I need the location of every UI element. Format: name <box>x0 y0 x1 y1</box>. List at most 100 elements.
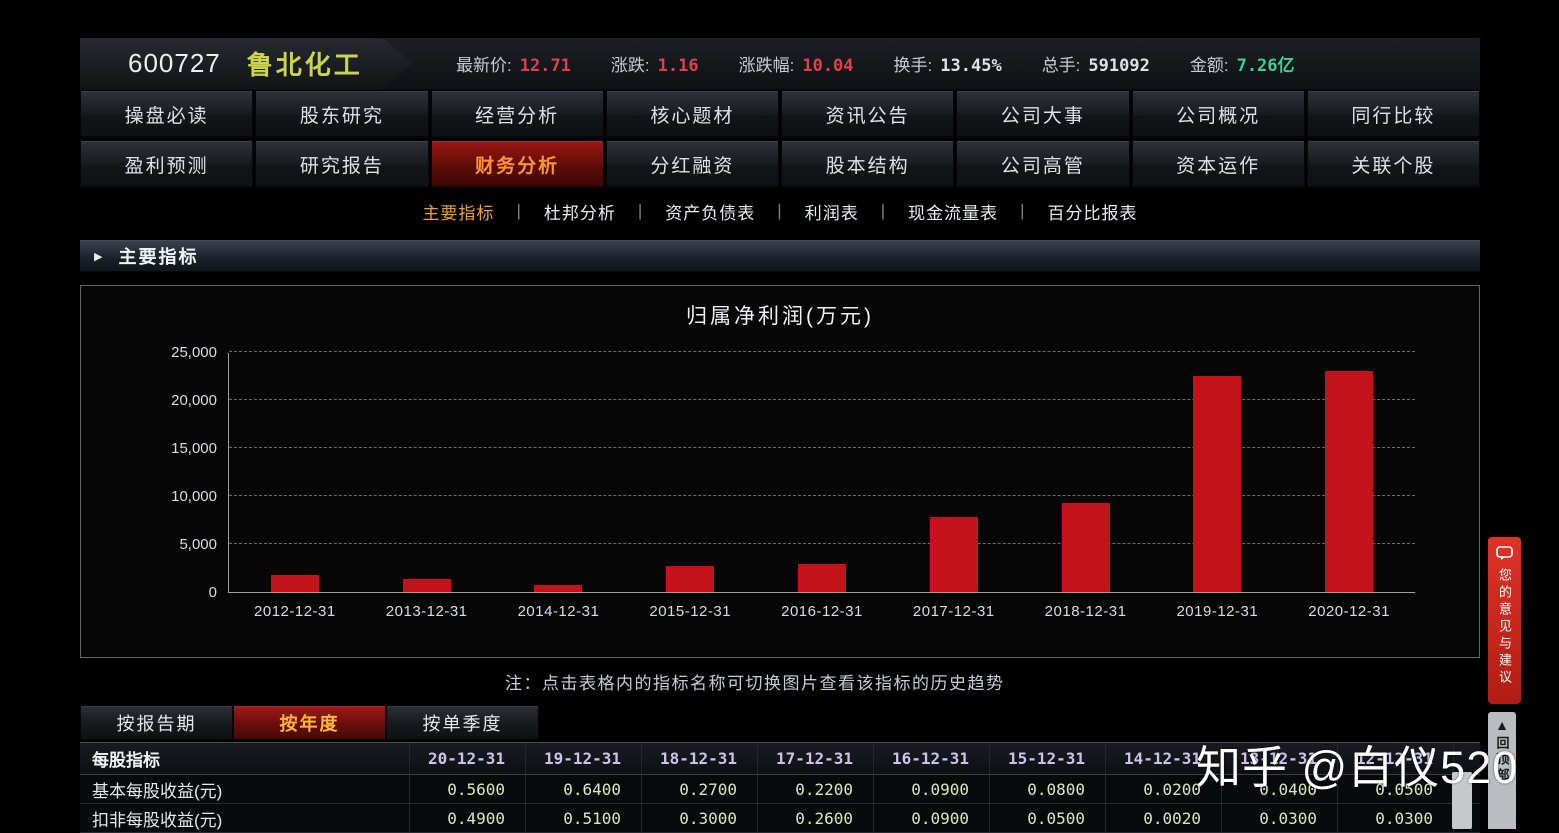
bar-cell: 2015-12-31 <box>624 353 756 620</box>
menu-item[interactable]: 分红融资 <box>605 140 779 188</box>
menu-item[interactable]: 关联个股 <box>1306 140 1480 188</box>
cell-value: 0.2200 <box>758 775 874 803</box>
quote-field: 最新价: 12.71 <box>456 51 571 76</box>
submenu-item[interactable]: 主要指标 <box>422 203 495 223</box>
separator: | <box>516 201 522 220</box>
quote-label: 总手: <box>1041 56 1081 75</box>
submenu-item[interactable]: 杜邦分析 <box>543 203 616 223</box>
bar <box>270 574 319 592</box>
cell-value: 0.0200 <box>1106 775 1222 803</box>
x-tick-label: 2013-12-31 <box>385 603 468 620</box>
separator: | <box>1020 201 1026 220</box>
x-tick-label: 2019-12-31 <box>1176 603 1259 620</box>
column-header: 20-12-31 <box>410 743 526 774</box>
cell-value: 0.0500 <box>990 804 1106 832</box>
cell-value: 0.0300 <box>1222 804 1338 832</box>
cell-value: 0.5600 <box>410 775 526 803</box>
quote-field: 金额: 7.26亿 <box>1190 51 1295 76</box>
bar-cell: 2013-12-31 <box>361 353 493 620</box>
y-tick-label: 5,000 <box>179 536 217 553</box>
column-header: 13-12-31 <box>1222 743 1338 774</box>
menu-item[interactable]: 经营分析 <box>430 90 604 138</box>
menu-item[interactable]: 盈利预测 <box>80 140 254 188</box>
period-tab[interactable]: 按单季度 <box>386 705 539 740</box>
quote-value: 10.04 <box>802 56 854 76</box>
menu-item[interactable]: 财务分析 <box>430 140 604 188</box>
table-header-label: 每股指标 <box>80 743 410 774</box>
chart-title: 归属净利润(万元) <box>686 305 874 328</box>
back-to-top-button[interactable]: ▲ 回顶部 <box>1488 712 1516 829</box>
period-tab[interactable]: 按报告期 <box>80 705 233 740</box>
menu-item[interactable]: 股东研究 <box>255 90 429 138</box>
quote-label: 金额: <box>1189 56 1229 75</box>
x-tick-label: 2018-12-31 <box>1044 603 1127 620</box>
quote-value: 7.26亿 <box>1236 56 1295 76</box>
menu-item[interactable]: 股本结构 <box>781 140 955 188</box>
y-tick-label: 0 <box>208 584 217 601</box>
row-label[interactable]: 扣非每股收益(元) <box>80 804 410 832</box>
period-tab[interactable]: 按年度 <box>233 705 386 740</box>
menu-item[interactable]: 资本运作 <box>1131 140 1305 188</box>
bar <box>1325 371 1374 592</box>
bar-cell: 2020-12-31 <box>1283 353 1415 620</box>
bar <box>1061 502 1110 592</box>
collapse-triangle-icon[interactable]: ▶ <box>94 250 103 263</box>
cell-value: 0.5100 <box>526 804 642 832</box>
x-tick-label: 2012-12-31 <box>254 603 336 620</box>
column-header: 16-12-31 <box>874 743 990 774</box>
quote-label: 换手: <box>893 56 933 75</box>
stock-code: 600727 <box>128 48 221 78</box>
section-header: ▶ 主要指标 <box>80 240 1480 272</box>
column-header: 17-12-31 <box>758 743 874 774</box>
up-arrow-icon: ▲ <box>1495 717 1509 733</box>
menu-item[interactable]: 核心题材 <box>605 90 779 138</box>
submenu-item[interactable]: 现金流量表 <box>908 203 999 223</box>
quote-fields: 最新价: 12.71 涨跌: 1.16 涨跌幅: 10.04 换手: 13.45% 总手: 591… <box>412 51 1295 76</box>
menu-item[interactable]: 公司概况 <box>1131 90 1305 138</box>
bar-cell: 2012-12-31 <box>229 353 361 620</box>
row-label[interactable]: 基本每股收益(元) <box>80 775 410 803</box>
table-row: 扣非每股收益(元) 0.4900 0.5100 0.3000 0.2600 0.0900 0… <box>80 804 1480 833</box>
feedback-banner[interactable]: 您的意见与建议 <box>1488 537 1521 704</box>
quote-field: 涨跌: 1.16 <box>611 51 699 76</box>
quote-label: 最新价: <box>456 56 512 75</box>
chart-panel: 归属净利润(万元) 0 5,000 10,000 15,000 20,000 25,000… <box>80 285 1480 658</box>
cell-value: 0.6400 <box>526 775 642 803</box>
column-header: 18-12-31 <box>642 743 758 774</box>
menu-item[interactable]: 公司大事 <box>956 90 1130 138</box>
submenu-item[interactable]: 资产负债表 <box>665 203 756 223</box>
y-tick-label: 25,000 <box>171 344 217 361</box>
menu-item[interactable]: 研究报告 <box>255 140 429 188</box>
quote-field: 涨跌幅: 10.04 <box>739 51 854 76</box>
column-header: 15-12-31 <box>990 743 1106 774</box>
plot-area: 0 5,000 10,000 15,000 20,000 25,000 2012-12-31… <box>171 344 1415 620</box>
cell-value: 0.0900 <box>874 804 990 832</box>
column-header: 19-12-31 <box>526 743 642 774</box>
cell-value: 0.0400 <box>1222 775 1338 803</box>
separator: | <box>880 201 887 220</box>
gridline <box>229 351 1415 352</box>
submenu-item[interactable]: 利润表 <box>804 203 859 223</box>
quote-value: 591092 <box>1088 56 1150 76</box>
separator: | <box>777 201 783 220</box>
bar-cell: 2018-12-31 <box>1020 353 1152 620</box>
cell-value: 0.2600 <box>758 804 874 832</box>
cell-value: 0.0020 <box>1106 804 1222 832</box>
x-tick-label: 2020-12-31 <box>1308 603 1390 620</box>
menu-item[interactable]: 操盘必读 <box>80 90 254 138</box>
cell-value: 0.0900 <box>874 775 990 803</box>
menu-item[interactable]: 公司高管 <box>956 140 1130 188</box>
menu-item[interactable]: 同行比较 <box>1306 90 1480 138</box>
bar <box>534 585 583 592</box>
bar-cell: 2014-12-31 <box>493 353 625 620</box>
submenu-item[interactable]: 百分比报表 <box>1047 203 1138 223</box>
menu-item[interactable]: 资讯公告 <box>781 90 955 138</box>
gridline <box>229 543 1415 544</box>
bar-cell: 2016-12-31 <box>756 353 888 620</box>
x-tick-label: 2017-12-31 <box>912 603 995 620</box>
table-row: 基本每股收益(元) 0.5600 0.6400 0.2700 0.2200 0.0900 0… <box>80 775 1480 804</box>
y-tick-label: 10,000 <box>171 488 217 505</box>
chat-bubble-icon <box>1496 546 1513 560</box>
scrollbar-thumb[interactable] <box>1452 772 1472 829</box>
feedback-label: 您的意见与建议 <box>1497 568 1512 687</box>
